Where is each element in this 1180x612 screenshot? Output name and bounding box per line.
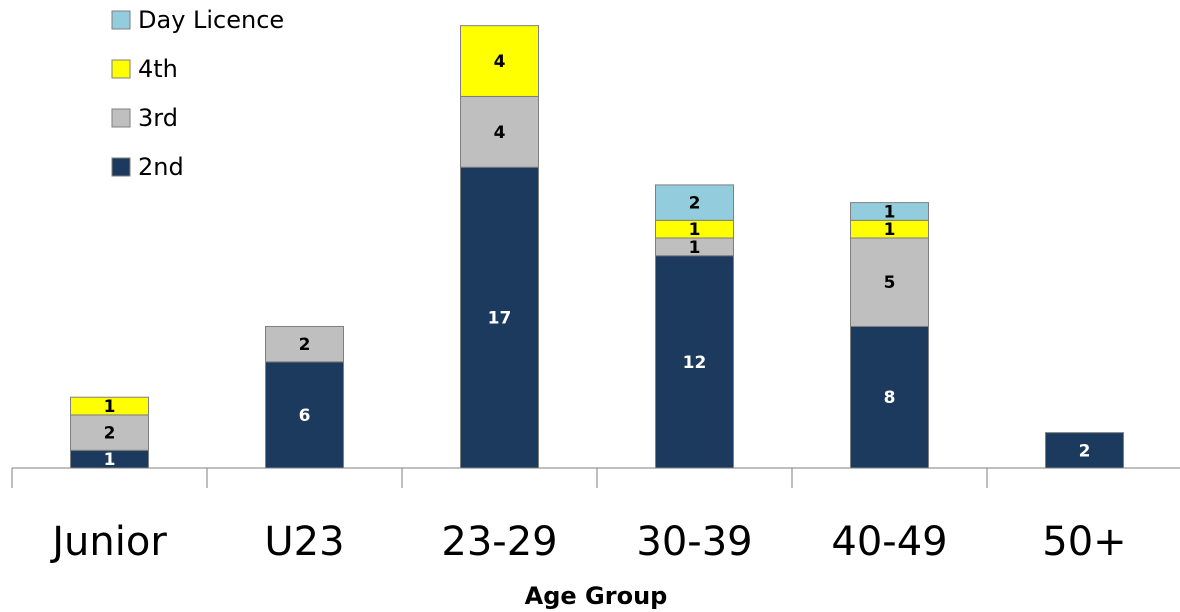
bar-segment-3rd <box>265 325 344 363</box>
bar-segment-2nd <box>655 255 734 469</box>
legend-label: Day Licence <box>138 6 284 34</box>
data-label: 4 <box>494 123 506 143</box>
legend-swatch <box>111 108 131 128</box>
data-label: 5 <box>884 273 896 293</box>
category-label: 50+ <box>1042 519 1126 565</box>
data-label: 8 <box>884 388 896 408</box>
category-label: Junior <box>49 519 167 565</box>
category-label: 30-39 <box>636 519 752 565</box>
legend-label: 2nd <box>138 153 184 181</box>
data-label: 2 <box>1079 441 1091 461</box>
data-label: 1 <box>884 220 896 240</box>
data-label: 1 <box>689 238 701 258</box>
legend-swatch <box>111 59 131 79</box>
x-axis-title: Age Group <box>525 582 668 610</box>
category-label: U23 <box>264 519 344 565</box>
data-label: 2 <box>104 424 116 444</box>
data-label: 1 <box>884 202 896 222</box>
bar-segment-2nd <box>265 361 344 469</box>
legend: Day Licence 4th 3rd 2nd <box>111 6 284 181</box>
data-label: 1 <box>104 397 116 417</box>
data-label: 6 <box>299 406 311 426</box>
bar-segment-4th <box>70 396 149 416</box>
data-label: 4 <box>494 52 506 72</box>
bar-segment-2nd <box>1045 432 1124 469</box>
bar-segment-3rd <box>70 414 149 451</box>
data-label: 17 <box>488 309 512 329</box>
category-label: 23-29 <box>441 519 557 565</box>
bar-segment-4th <box>460 25 539 97</box>
legend-swatch <box>111 10 131 30</box>
bar-segment-3rd <box>850 237 929 327</box>
x-axis <box>11 467 1180 488</box>
category-labels: Junior U23 23-29 30-39 40-49 50+ <box>49 519 1126 565</box>
bar-segment-3rd <box>460 95 539 168</box>
data-label: 1 <box>689 220 701 240</box>
legend-swatch <box>111 157 131 177</box>
data-label: 2 <box>689 194 701 214</box>
legend-label: 4th <box>138 55 178 83</box>
data-label: 12 <box>683 353 707 373</box>
bar-segment-day-licence <box>850 202 929 221</box>
category-label: 40-49 <box>831 519 947 565</box>
data-label: 1 <box>104 450 116 470</box>
data-label: 2 <box>299 335 311 355</box>
bar-segment-day-licence <box>655 184 734 221</box>
legend-label: 3rd <box>138 104 178 132</box>
